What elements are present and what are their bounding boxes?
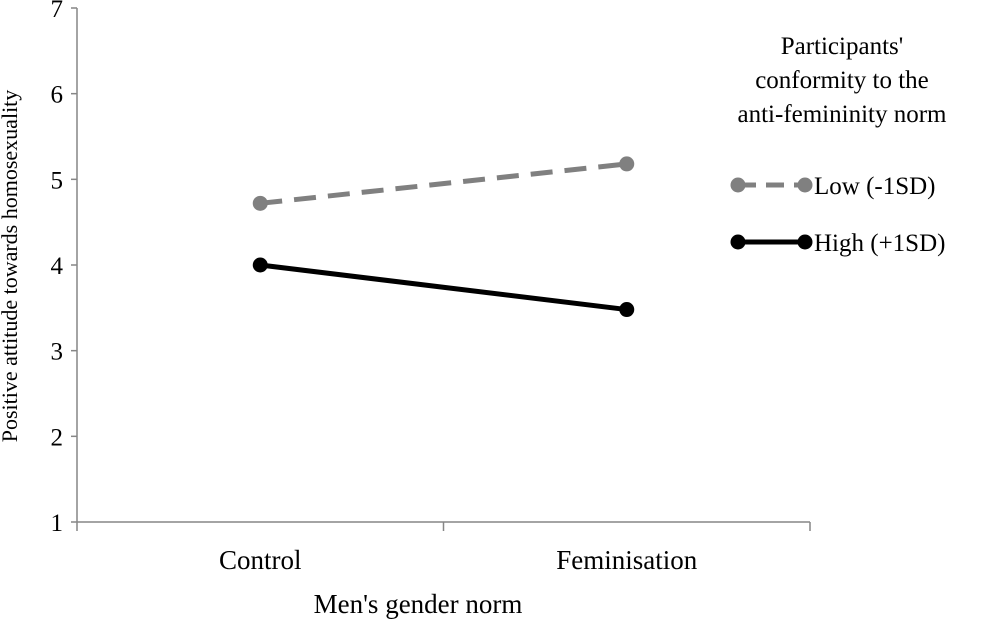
y-tick-label: 1 bbox=[51, 510, 64, 537]
x-axis-ticks: Control Feminisation bbox=[76, 522, 811, 575]
y-tick-label: 6 bbox=[51, 82, 64, 109]
x-category-label: Control bbox=[219, 545, 302, 575]
legend-swatch-marker bbox=[730, 234, 746, 250]
y-tick-label: 4 bbox=[51, 253, 64, 280]
legend-swatch-marker bbox=[797, 234, 813, 250]
legend-title-line-3: anti-femininity norm bbox=[738, 101, 948, 128]
series-line-1 bbox=[259, 262, 628, 313]
legend-title-line-1: Participants' bbox=[781, 33, 904, 60]
data-point-1 bbox=[252, 257, 268, 273]
legend-title-line-2: conformity to the bbox=[755, 67, 929, 94]
legend-label: High (+1SD) bbox=[814, 230, 945, 257]
series-line-0 bbox=[259, 161, 628, 206]
legend-label: Low (-1SD) bbox=[814, 173, 936, 200]
y-tick-label: 7 bbox=[51, 0, 64, 23]
data-point-0 bbox=[619, 156, 635, 172]
legend-swatch-marker bbox=[797, 177, 813, 193]
legend-swatch-marker bbox=[730, 177, 746, 193]
y-axis-ticks: 1 2 3 4 5 6 7 bbox=[51, 0, 77, 537]
data-point-1 bbox=[619, 302, 635, 318]
x-axis-title: Men's gender norm bbox=[314, 589, 523, 619]
legend: Participants' conformity to the anti-fem… bbox=[730, 33, 948, 257]
y-tick-label: 3 bbox=[51, 339, 64, 366]
x-category-label: Feminisation bbox=[556, 545, 697, 575]
series-layer bbox=[252, 156, 635, 318]
y-tick-label: 5 bbox=[51, 167, 64, 194]
y-axis-title: Positive attitude towards homosexuality bbox=[0, 90, 22, 443]
data-point-0 bbox=[252, 195, 268, 211]
legend-items: Low (-1SD) High (+1SD) bbox=[730, 173, 945, 257]
y-tick-label: 2 bbox=[51, 424, 64, 451]
